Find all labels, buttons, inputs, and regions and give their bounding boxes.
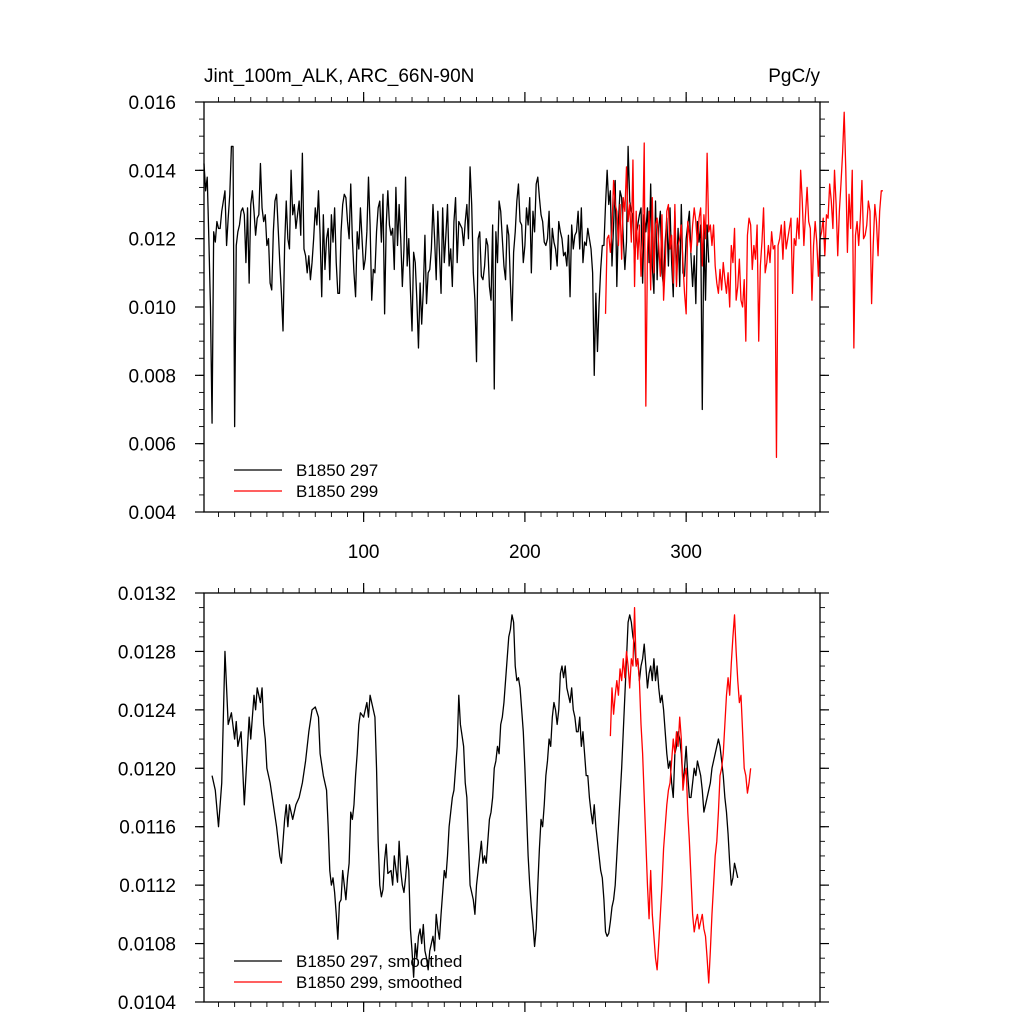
top-y-tick-label: 0.010 bbox=[128, 298, 176, 319]
top-legend-label-1: B1850 297 bbox=[296, 461, 378, 480]
top-series-line-2 bbox=[604, 111, 883, 458]
bottom-panel: 0.0104 0.0108 0.0112 0.0116 0.0120 0.0124 0.01… bbox=[118, 583, 829, 1014]
bottom-axes: 0.0104 0.0108 0.0112 0.0116 0.0120 0.0124 0.01… bbox=[118, 583, 829, 1014]
top-y-tick-label: 0.014 bbox=[128, 161, 176, 182]
top-y-tick-label: 0.006 bbox=[128, 435, 176, 456]
chart-title: Jint_100m_ALK, ARC_66N-90N bbox=[204, 66, 474, 87]
bottom-series-line-1 bbox=[211, 614, 739, 978]
top-axes: 0.004 0.006 0.008 0.010 0.012 0.014 0.016 100 20… bbox=[128, 92, 829, 563]
bottom-y-tick-label: 0.0124 bbox=[118, 701, 177, 722]
top-series-line-1 bbox=[203, 145, 710, 428]
bottom-y-tick-label: 0.0128 bbox=[118, 642, 176, 663]
top-series-group bbox=[203, 111, 883, 458]
top-legend: B1850 297 B1850 299 bbox=[234, 461, 378, 501]
top-x-tick-label: 300 bbox=[670, 542, 702, 563]
top-x-tick-label: 100 bbox=[348, 542, 380, 563]
bottom-y-tick-label: 0.0116 bbox=[119, 818, 176, 839]
bottom-legend: B1850 297, smoothed B1850 299, smoothed bbox=[234, 952, 462, 992]
bottom-legend-label-2: B1850 299, smoothed bbox=[296, 973, 462, 992]
top-legend-label-2: B1850 299 bbox=[296, 482, 378, 501]
top-y-tick-label: 0.008 bbox=[128, 366, 176, 387]
bottom-plot-frame bbox=[203, 592, 821, 1003]
bottom-y-tick-label: 0.0132 bbox=[118, 584, 176, 605]
bottom-y-tick-label: 0.0108 bbox=[118, 935, 176, 956]
units-label: PgC/y bbox=[768, 66, 820, 87]
bottom-y-tick-label: 0.0104 bbox=[118, 993, 177, 1014]
top-y-tick-label: 0.016 bbox=[128, 93, 176, 114]
bottom-series-group bbox=[211, 606, 752, 984]
top-y-tick-label: 0.012 bbox=[128, 230, 176, 251]
bottom-series-line-2 bbox=[609, 606, 752, 984]
bottom-y-tick-label: 0.0120 bbox=[118, 759, 176, 780]
bottom-legend-label-1: B1850 297, smoothed bbox=[296, 952, 462, 971]
top-panel: Jint_100m_ALK, ARC_66N-90N PgC/y 0.0040.… bbox=[128, 66, 883, 563]
top-plot-frame bbox=[203, 101, 821, 513]
top-y-tick-label: 0.004 bbox=[128, 503, 176, 524]
top-x-tick-label: 200 bbox=[509, 542, 541, 563]
bottom-y-tick-label: 0.0112 bbox=[119, 876, 176, 897]
